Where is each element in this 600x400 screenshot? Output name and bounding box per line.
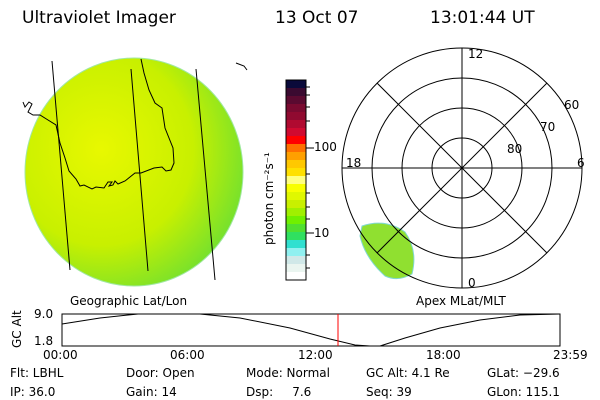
colorbar-tick-100: 100 (314, 140, 337, 154)
colorbar-band (286, 136, 306, 145)
colorbar-band (286, 104, 306, 113)
status-filter: Flt: LBHL (10, 366, 64, 380)
altitude-plot (61, 313, 561, 347)
lat-label-80: 80 (507, 142, 523, 156)
status-glat: GLat: −29.6 (487, 366, 560, 380)
colorbar-band (286, 88, 306, 97)
status-glon: GLon: 115.1 (487, 385, 560, 399)
altitude-ylabel: GC Alt (10, 310, 24, 348)
status-ip: IP: 36.0 (10, 385, 56, 399)
geographic-image (22, 57, 248, 287)
colorbar-band (286, 192, 306, 201)
status-gc-alt: GC Alt: 4.1 Re (366, 366, 450, 380)
geographic-label: Geographic Lat/Lon (70, 294, 188, 308)
colorbar-band (286, 216, 306, 225)
colorbar-band (286, 200, 306, 209)
coastline (22, 58, 175, 190)
aurora-blob (359, 222, 415, 280)
colorbar-label: photon cm⁻²s⁻¹ (262, 152, 276, 245)
status-seq: Seq: 39 (366, 385, 412, 399)
colorbar-band (286, 248, 306, 257)
date-label: 13 Oct 07 (275, 8, 359, 28)
polar-plot (341, 47, 583, 289)
ytick-9: 9.0 (34, 307, 54, 321)
colorbar (286, 80, 306, 281)
mlt-label-0: 0 (468, 276, 476, 290)
colorbar-ticks (306, 86, 314, 269)
status-dsp: Dsp: 7.6 (246, 385, 312, 399)
colorbar-band (286, 272, 306, 281)
colorbar-band (286, 152, 306, 161)
ytick-1.8: 1.8 (34, 334, 54, 348)
colorbar-band (286, 184, 306, 193)
colorbar-band (286, 120, 306, 129)
xtick-2359: 23:59 (553, 348, 588, 362)
apex-label: Apex MLat/MLT (416, 294, 506, 308)
xtick-0000: 00:00 (43, 348, 78, 362)
xtick-1800: 18:00 (426, 348, 461, 362)
colorbar-band (286, 224, 306, 233)
colorbar-band (286, 80, 306, 89)
status-mode: Mode: Normal (246, 366, 330, 380)
xtick-1200: 12:00 (298, 348, 333, 362)
mlt-label-6: 6 (577, 156, 585, 170)
colorbar-band (286, 232, 306, 241)
colorbar-band (286, 264, 306, 273)
lat-label-60: 60 (564, 98, 580, 112)
status-door: Door: Open (126, 366, 195, 380)
colorbar-tick-10: 10 (314, 226, 330, 240)
colorbar-band (286, 128, 306, 137)
instrument-title: Ultraviolet Imager (22, 8, 176, 28)
colorbar-band (286, 112, 306, 121)
colorbar-band (286, 256, 306, 265)
altitude-curve (61, 313, 561, 347)
colorbar-band (286, 96, 306, 105)
longitude-lines (22, 58, 248, 281)
colorbar-band (286, 168, 306, 177)
time-label: 13:01:44 UT (430, 8, 535, 28)
colorbar-band (286, 160, 306, 169)
mlt-label-18: 18 (346, 156, 362, 170)
status-gain: Gain: 14 (126, 385, 177, 399)
mlt-label-12: 12 (468, 47, 484, 61)
colorbar-band (286, 144, 306, 153)
colorbar-band (286, 208, 306, 217)
lat-label-70: 70 (540, 120, 556, 134)
colorbar-band (286, 176, 306, 185)
xtick-0600: 06:00 (170, 348, 205, 362)
colorbar-band (286, 240, 306, 249)
